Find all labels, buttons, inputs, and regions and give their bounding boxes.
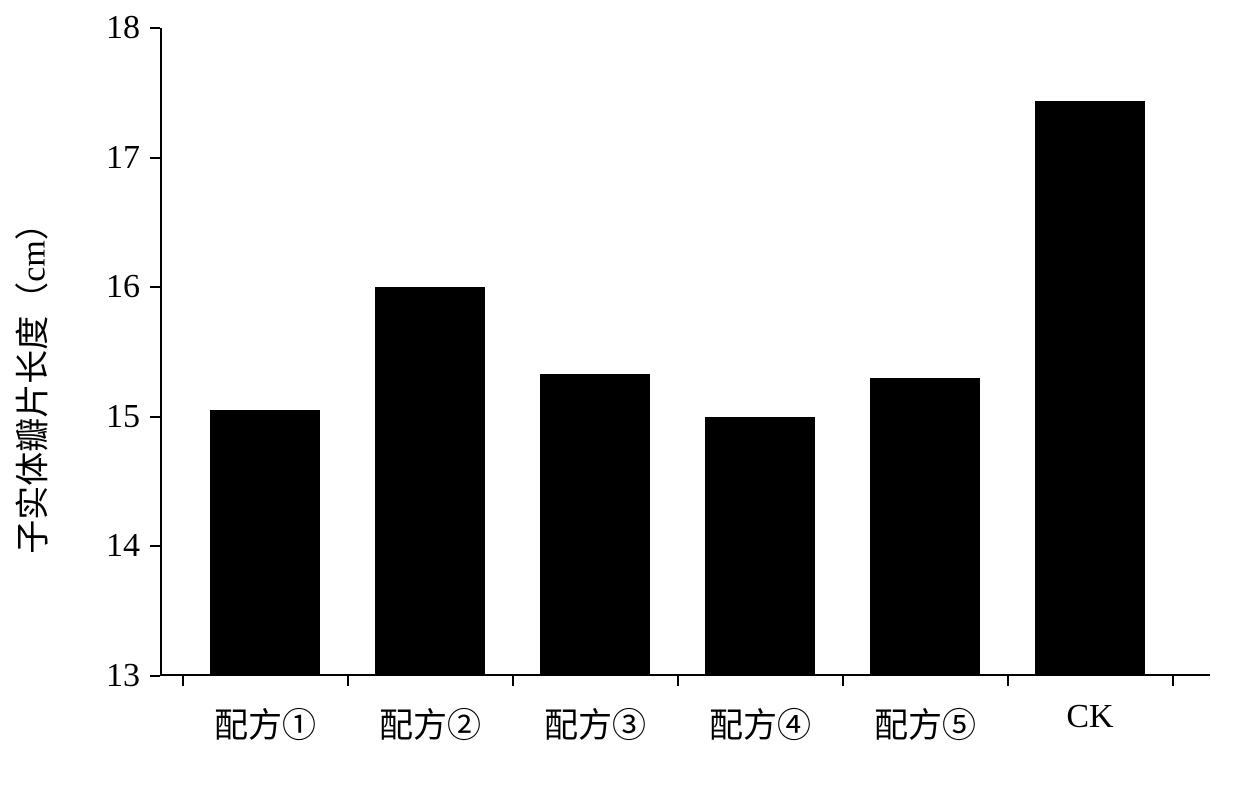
x-tick-label: 配方③	[544, 698, 646, 747]
x-tick-mark	[1172, 676, 1174, 686]
y-tick-label: 13	[106, 657, 140, 695]
y-axis-line	[160, 28, 162, 676]
bar	[1035, 101, 1145, 674]
x-tick-mark	[677, 676, 679, 686]
bar	[870, 378, 980, 674]
x-tick-mark	[842, 676, 844, 686]
bar	[705, 417, 815, 674]
x-tick-label: 配方①	[214, 698, 316, 747]
y-tick-mark	[150, 416, 160, 418]
x-tick-mark	[512, 676, 514, 686]
x-tick-label: 配方④	[709, 698, 811, 747]
y-tick-label: 17	[106, 139, 140, 177]
bar	[540, 374, 650, 674]
y-tick-label: 14	[106, 527, 140, 565]
y-tick-mark	[150, 286, 160, 288]
y-tick-mark	[150, 545, 160, 547]
y-tick-mark	[150, 675, 160, 677]
y-tick-mark	[150, 157, 160, 159]
bar-chart: 子实体瓣片长度（cm） 13 14 15 16 17 18 配方① 配方② 配方③ 配方④ 配方⑤ C…	[0, 0, 1240, 785]
y-tick-mark	[150, 27, 160, 29]
x-tick-label: 配方⑤	[874, 698, 976, 747]
y-tick-label: 15	[106, 398, 140, 436]
y-axis-title: 子实体瓣片长度（cm）	[6, 206, 55, 554]
y-tick-label: 18	[106, 9, 140, 47]
x-tick-mark	[1007, 676, 1009, 686]
x-axis-line	[160, 674, 1210, 676]
bar	[210, 410, 320, 674]
x-tick-mark	[182, 676, 184, 686]
x-tick-label: CK	[1066, 698, 1113, 736]
bar	[375, 287, 485, 674]
plot-area	[160, 28, 1210, 676]
x-tick-label: 配方②	[379, 698, 481, 747]
x-tick-mark	[347, 676, 349, 686]
y-tick-label: 16	[106, 268, 140, 306]
